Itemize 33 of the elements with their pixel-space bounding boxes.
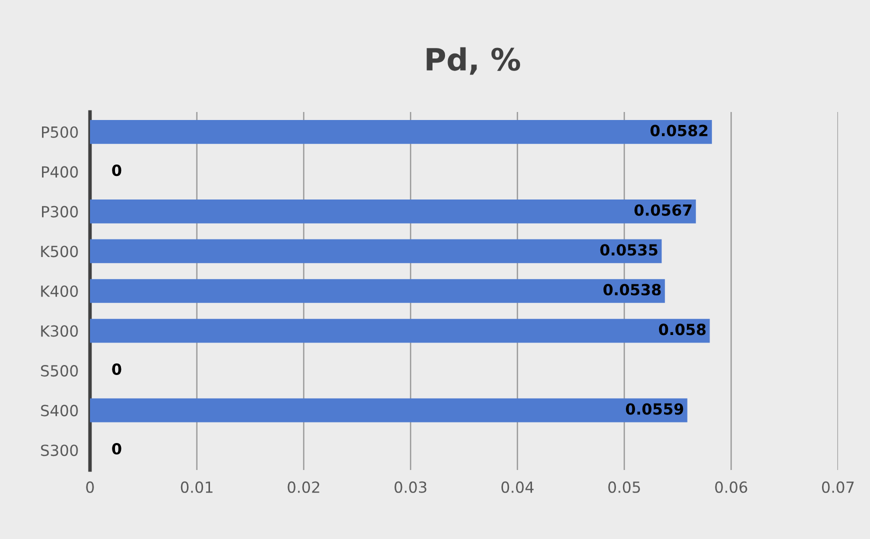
bar	[90, 279, 665, 303]
bar	[90, 318, 710, 343]
bar	[90, 200, 696, 224]
x-tick-label: 0.01	[180, 481, 212, 493]
x-tick-label: 0.07	[822, 481, 854, 493]
y-tick-label: K300	[41, 325, 78, 337]
x-tick-label: 0.03	[394, 481, 426, 493]
y-tick-label: P300	[42, 206, 78, 218]
bar	[90, 120, 712, 144]
y-tick-label: K400	[41, 285, 78, 298]
x-tick-label: 0.04	[501, 481, 534, 493]
bar	[90, 239, 662, 264]
data-label: 0.0567	[634, 204, 692, 216]
bar	[90, 398, 688, 422]
x-tick-label: 0	[86, 481, 94, 493]
y-tick-label: S400	[41, 404, 78, 416]
y-tick-label: P400	[42, 166, 78, 178]
data-label: 0.0535	[600, 244, 658, 256]
x-tick-label: 0.06	[715, 481, 748, 493]
data-label: 0	[112, 164, 122, 176]
data-label: 0	[112, 442, 122, 455]
x-tick-label: 0.05	[608, 481, 640, 493]
x-tick-label: 0.02	[288, 481, 320, 493]
data-label: 0.0559	[626, 403, 684, 415]
chart-title: Pd, %	[426, 47, 520, 75]
y-tick-label: S500	[41, 365, 78, 377]
y-tick-label: S300	[41, 444, 78, 456]
data-label: 0.0538	[603, 284, 661, 296]
data-label: 0.058	[658, 324, 706, 336]
data-label: 0.0582	[650, 124, 708, 136]
data-label: 0	[112, 363, 122, 375]
y-tick-label: P500	[42, 126, 78, 138]
y-tick-label: K500	[41, 246, 78, 258]
